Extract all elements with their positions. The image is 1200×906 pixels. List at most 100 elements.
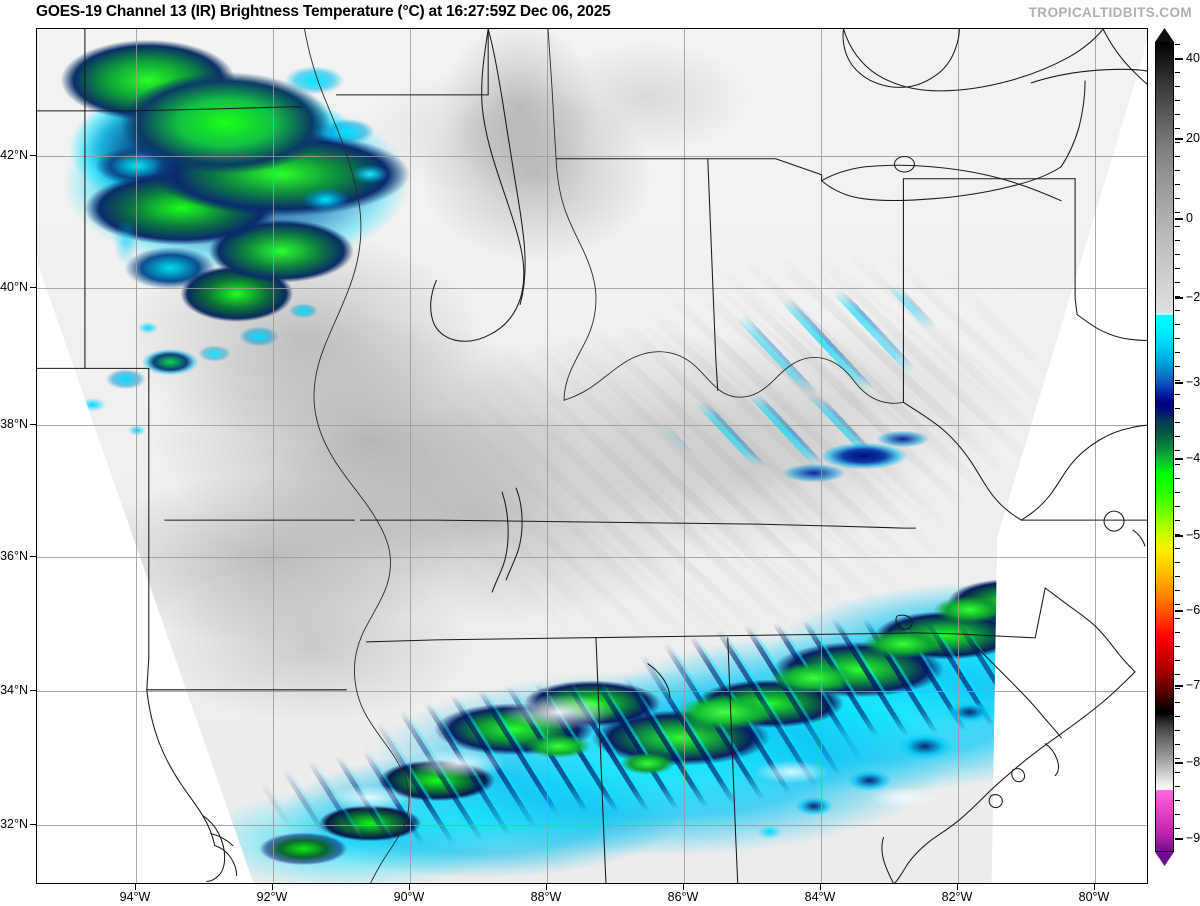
ylabel-40N: 40°N	[0, 280, 28, 294]
ylabel-42N: 42°N	[0, 148, 28, 162]
colorbar-tick-m20	[1175, 297, 1183, 299]
colorbar-label-m70: −70	[1186, 678, 1200, 692]
virginia-feature	[1133, 530, 1145, 546]
colorbar-tick-m70	[1175, 685, 1183, 687]
tick-32N	[30, 824, 36, 825]
colorbar-gradient	[1155, 42, 1174, 852]
tick-92W	[272, 884, 273, 890]
tick-82W	[957, 884, 958, 890]
coastal-island-b	[989, 795, 1002, 808]
plot-inner	[37, 29, 1147, 883]
colorbar-tick-20	[1175, 138, 1183, 140]
indiana-ohio-border	[708, 159, 718, 391]
tennessee-south-border	[366, 633, 915, 642]
iowa-missouri-border	[37, 107, 303, 111]
westvirginia-virginia-border	[903, 402, 1021, 520]
tick-94W	[135, 884, 136, 890]
coastal-island-a	[1012, 769, 1025, 782]
mississippi-alabama-border	[596, 638, 606, 883]
mississippi-delta	[203, 816, 225, 882]
us-canada-border	[844, 29, 1104, 91]
colorbar-tick-m90	[1175, 838, 1183, 840]
xlabel-80W: 80°W	[1078, 890, 1110, 904]
xlabel-90W: 90°W	[393, 890, 425, 904]
colorbar-label-m80: −80	[1186, 755, 1200, 769]
sc-georgia-border	[975, 646, 1061, 738]
lake-erie-small-isle	[1104, 511, 1124, 531]
colorbar-tick-m50	[1175, 535, 1183, 537]
ontario-peninsula	[1103, 29, 1147, 84]
gridline-82W	[958, 29, 959, 883]
gridline-90W	[410, 29, 411, 883]
colorbar-label-m20: −20	[1186, 290, 1200, 304]
gridline-88W	[547, 29, 548, 883]
tick-40N	[30, 287, 36, 288]
colorbar-tick-m40	[1175, 458, 1183, 460]
gridline-86W	[684, 29, 685, 883]
colorbar-label-0: 0	[1186, 211, 1193, 225]
oklahoma-texas-border	[147, 520, 149, 690]
ylabel-38N: 38°N	[0, 417, 28, 431]
colorbar-label-m60: −60	[1186, 603, 1200, 617]
gridline-84W	[821, 29, 822, 883]
delta-finger-b	[211, 834, 233, 846]
maryland-panhandle	[1077, 314, 1147, 340]
ohio-michigan-border	[708, 159, 822, 181]
tennessee-river-lake	[648, 664, 670, 698]
ylabel-32N: 32°N	[0, 817, 28, 831]
gridline-38N	[37, 425, 1147, 426]
colorbar-label-m90: −90	[1186, 831, 1200, 845]
xlabel-82W: 82°W	[941, 890, 973, 904]
anvil-white-slots	[37, 29, 1147, 883]
lake-erie-islands	[894, 157, 914, 172]
colorbar-tick-m60	[1175, 610, 1183, 612]
xlabel-86W: 86°W	[667, 890, 699, 904]
kentucky-tennessee-border	[360, 520, 915, 528]
gridline-92W	[273, 29, 274, 883]
tick-42N	[30, 155, 36, 156]
satellite-image-plot[interactable]	[36, 28, 1148, 884]
watermark: TROPICALTIDBITS.COM	[1028, 5, 1192, 20]
gridline-80W	[1095, 29, 1096, 883]
kentucky-lake	[506, 488, 522, 580]
gridline-94W	[136, 29, 137, 883]
lake-huron-outline	[843, 29, 959, 87]
colorbar-tick-40	[1175, 58, 1183, 60]
florida-coast	[882, 838, 893, 883]
colorbar-tick-m80	[1175, 762, 1183, 764]
tick-86W	[683, 884, 684, 890]
illinois-indiana-border	[548, 29, 596, 400]
colorbar[interactable]: 40 20 0 −20 −30 −40 −50 −60 −70 −80 −90	[1155, 28, 1200, 884]
niagara-connector	[1061, 81, 1085, 167]
gridline-32N	[37, 825, 1147, 826]
tick-90W	[409, 884, 410, 890]
lake-ontario-outline	[1031, 69, 1147, 82]
tick-88W	[546, 884, 547, 890]
savannah-inlet	[1045, 744, 1058, 776]
georgia-north-border	[915, 588, 1045, 638]
tick-84W	[820, 884, 821, 890]
virginia-maryland-border	[1021, 425, 1147, 520]
colorbar-extend-min-arrow	[1155, 852, 1174, 866]
gulf-coast-louisiana	[147, 690, 215, 846]
page-title: GOES-19 Channel 13 (IR) Brightness Tempe…	[36, 3, 611, 20]
smoky-mountain-lake	[896, 615, 912, 629]
kentucky-lake-west	[492, 492, 508, 592]
header-bar: GOES-19 Channel 13 (IR) Brightness Tempe…	[0, 0, 1200, 26]
colorbar-label-20: 20	[1186, 131, 1200, 145]
lake-michigan-east-shore	[488, 29, 525, 305]
pennsylvania-east-border	[1075, 179, 1077, 315]
gridline-42N	[37, 156, 1147, 157]
ohio-river	[564, 352, 903, 404]
alabama-georgia-border	[728, 638, 738, 883]
mississippi-river	[305, 29, 410, 883]
ylabel-36N: 36°N	[0, 549, 28, 563]
xlabel-84W: 84°W	[804, 890, 836, 904]
colorbar-label-m50: −50	[1186, 528, 1200, 542]
atlantic-coastline	[893, 672, 1135, 883]
lake-michigan-outline	[431, 29, 524, 341]
lake-erie-north-shore	[822, 165, 1062, 200]
xlabel-92W: 92°W	[256, 890, 288, 904]
satellite-scan-swath	[37, 29, 1147, 883]
lake-erie-south-shore	[822, 167, 1062, 201]
